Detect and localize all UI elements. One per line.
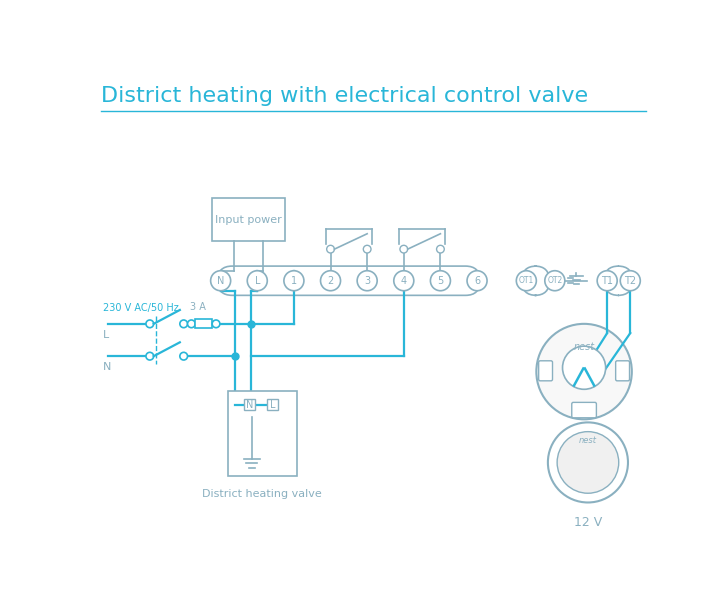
Text: 5: 5	[438, 276, 443, 286]
Circle shape	[212, 320, 220, 328]
Text: L: L	[103, 330, 109, 340]
Circle shape	[545, 271, 565, 290]
Circle shape	[146, 320, 154, 328]
Text: Input power: Input power	[215, 214, 282, 225]
Text: District heating valve: District heating valve	[202, 489, 322, 500]
FancyBboxPatch shape	[616, 361, 630, 381]
Text: OT2: OT2	[547, 276, 563, 285]
FancyBboxPatch shape	[571, 402, 596, 418]
FancyBboxPatch shape	[212, 198, 285, 241]
Text: T2: T2	[624, 276, 636, 286]
Circle shape	[394, 271, 414, 290]
Circle shape	[557, 432, 619, 493]
FancyBboxPatch shape	[228, 391, 297, 476]
Circle shape	[467, 271, 487, 290]
Text: N: N	[217, 276, 224, 286]
FancyBboxPatch shape	[218, 266, 480, 295]
Circle shape	[620, 271, 641, 290]
Text: nest: nest	[574, 342, 595, 352]
Circle shape	[210, 271, 231, 290]
Circle shape	[537, 324, 632, 419]
Text: 3 A: 3 A	[189, 302, 205, 312]
Circle shape	[548, 422, 628, 503]
Circle shape	[430, 271, 451, 290]
Circle shape	[400, 245, 408, 253]
Text: 2: 2	[328, 276, 333, 286]
Circle shape	[516, 271, 537, 290]
Text: 4: 4	[400, 276, 407, 286]
Circle shape	[437, 245, 444, 253]
Circle shape	[327, 245, 334, 253]
Text: L: L	[270, 400, 275, 410]
Circle shape	[180, 320, 188, 328]
Circle shape	[597, 271, 617, 290]
Circle shape	[357, 271, 377, 290]
Text: L: L	[255, 276, 260, 286]
FancyBboxPatch shape	[604, 266, 633, 295]
Text: N: N	[246, 400, 253, 410]
Circle shape	[363, 245, 371, 253]
Circle shape	[188, 320, 195, 328]
Circle shape	[563, 346, 606, 389]
Circle shape	[180, 352, 188, 360]
Text: 6: 6	[474, 276, 480, 286]
Text: N: N	[103, 362, 111, 372]
Text: 12 V: 12 V	[574, 516, 602, 529]
Text: District heating with electrical control valve: District heating with electrical control…	[100, 86, 587, 106]
Text: OT1: OT1	[519, 276, 534, 285]
Circle shape	[248, 271, 267, 290]
FancyBboxPatch shape	[267, 399, 278, 410]
FancyBboxPatch shape	[195, 319, 212, 328]
Circle shape	[320, 271, 341, 290]
Text: T1: T1	[601, 276, 613, 286]
FancyBboxPatch shape	[522, 266, 550, 295]
Circle shape	[284, 271, 304, 290]
FancyBboxPatch shape	[539, 361, 553, 381]
Text: 230 V AC/50 Hz: 230 V AC/50 Hz	[103, 304, 178, 314]
Circle shape	[146, 352, 154, 360]
Text: nest: nest	[579, 437, 597, 446]
Text: 3: 3	[364, 276, 371, 286]
Text: 1: 1	[291, 276, 297, 286]
FancyBboxPatch shape	[245, 399, 255, 410]
